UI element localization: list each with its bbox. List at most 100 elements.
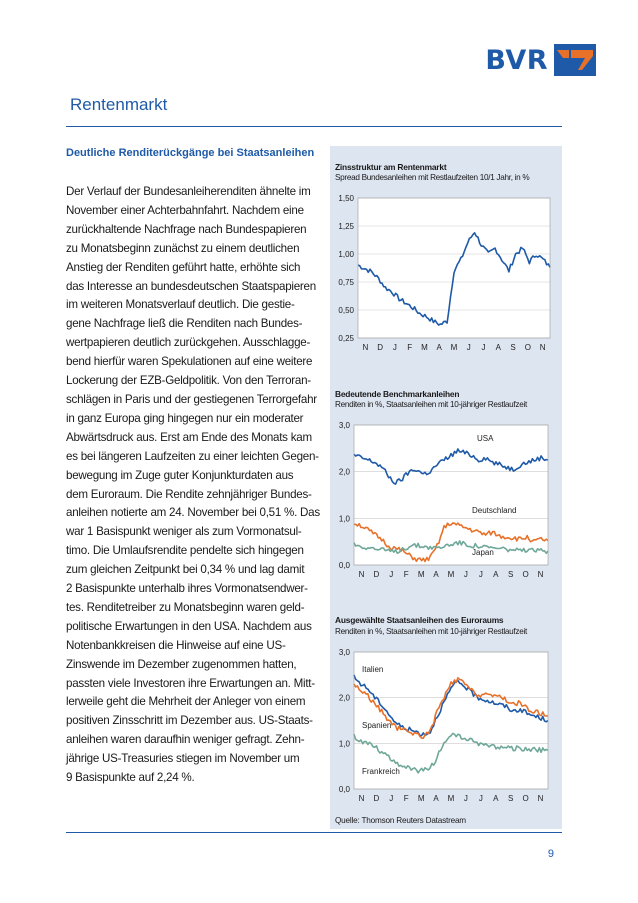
plot-border <box>357 197 551 339</box>
article-line: anleihen notierte am 24. November bei 0,… <box>66 506 320 520</box>
x-tick-label: M <box>451 343 458 352</box>
x-tick-label: N <box>538 570 544 579</box>
x-tick-label: A <box>433 794 439 803</box>
series-label: Spanien <box>362 721 391 730</box>
x-tick-label: D <box>377 343 383 352</box>
article-line: war 1 Basispunkt weniger als zum Vormona… <box>66 525 302 539</box>
x-tick-label: M <box>418 794 425 803</box>
series-line-deutschland <box>353 522 549 563</box>
header-divider <box>66 126 562 127</box>
y-tick-label: 1,50 <box>338 194 354 203</box>
y-tick-label: 0,0 <box>339 785 351 794</box>
y-tick-label: 1,0 <box>339 739 351 748</box>
article-line: zum gleichen Zeitpunkt bei 0,34 % und la… <box>66 563 305 577</box>
y-tick-label: 0,25 <box>338 334 354 343</box>
x-tick-label: D <box>373 794 379 803</box>
x-tick-label: F <box>407 343 412 352</box>
article-line: zu Monatsbeginn zunächst zu einem deutli… <box>66 241 300 255</box>
series-line-usa <box>353 448 549 485</box>
chart1-title: Zinsstruktur am Rentenmarkt <box>335 162 447 172</box>
plot-area <box>354 425 548 565</box>
x-tick-label: O <box>525 343 531 352</box>
bvr-logo-mark-icon <box>554 44 596 76</box>
x-tick-label: M <box>421 343 428 352</box>
series-line-italien <box>353 674 549 737</box>
x-tick-label: A <box>496 343 502 352</box>
x-tick-label: A <box>493 794 499 803</box>
article-line: Anstieg der Renditen geführt hatte, erhö… <box>66 260 301 274</box>
x-tick-label: S <box>510 343 515 352</box>
article-line: lerweile geht die Mehrheit der Anleger v… <box>66 695 306 709</box>
x-tick-label: N <box>359 794 365 803</box>
series-label: Deutschland <box>472 506 516 515</box>
x-tick-label: N <box>359 570 365 579</box>
x-tick-label: J <box>479 570 483 579</box>
x-tick-label: J <box>464 570 468 579</box>
series-label: Frankreich <box>362 767 400 776</box>
footer-divider <box>66 832 562 833</box>
chart1-subtitle: Spread Bundesanleihen mit Restlaufzeiten… <box>335 173 530 182</box>
x-tick-label: N <box>538 794 544 803</box>
article-line: in ganz Europa ging hingegen nur ein mod… <box>66 411 304 425</box>
series-label: Japan <box>472 548 494 557</box>
article-line: 9 Basispunkte auf 2,24 %. <box>66 771 195 785</box>
article-line: Abwärtsdruck aus. Erst am Ende des Monat… <box>66 430 312 444</box>
y-tick-label: 2,0 <box>339 694 351 703</box>
article-line: Notenbankkreisen die Hinweise auf eine U… <box>66 638 286 652</box>
plot-border <box>353 424 549 566</box>
chart-zinsstruktur: 1,501,251,000,750,500,25N D J F M A M J J A S O N <box>338 194 551 352</box>
article-line: positiven Zinsschritt im Dezember aus. U… <box>66 714 313 728</box>
series-label: USA <box>477 434 494 443</box>
article-line: dem Euroraum. Die Rendite zehnjähriger B… <box>66 487 312 501</box>
article-line: bewegung im Zuge guter Konjunkturdaten a… <box>66 468 294 482</box>
x-tick-label: J <box>482 343 486 352</box>
article-line: gene Nachfrage ließ die Renditen nach Bu… <box>66 317 303 331</box>
y-tick-label: 1,0 <box>339 514 351 523</box>
article-line: November einer Achterbahnfahrt. Nachdem … <box>66 203 304 217</box>
y-tick-label: 0,50 <box>338 306 354 315</box>
article-heading: Deutliche Renditerückgänge bei Staatsanl… <box>66 147 315 159</box>
x-tick-label: J <box>389 794 393 803</box>
x-tick-label: J <box>464 794 468 803</box>
chart3-subtitle: Renditen in %, Staatsanleihen mit 10-jäh… <box>335 627 527 636</box>
logo-text: BVR <box>485 44 548 76</box>
article-line: im weiteren Monatsverlauf deutlich. Die … <box>66 298 295 312</box>
article-line: timo. Die Umlaufsrendite pendelte sich h… <box>66 544 304 558</box>
article: Deutliche Renditerückgänge bei Staatsanl… <box>66 146 320 788</box>
x-tick-label: M <box>418 570 425 579</box>
series-line-japan <box>353 540 549 555</box>
x-tick-label: S <box>508 794 513 803</box>
article-line: zurückhaltende Nachfrage nach Bundespapi… <box>66 222 307 236</box>
x-tick-label: N <box>540 343 546 352</box>
series-line-spread <box>357 231 551 326</box>
article-line: jährige US-Treasuries stiegen im Novembe… <box>66 752 300 766</box>
section-title: Rentenmarkt <box>70 95 168 114</box>
article-line: anleihen waren daraufhin weniger gefragt… <box>66 733 305 747</box>
x-tick-label: A <box>433 570 439 579</box>
x-tick-label: J <box>389 570 393 579</box>
plot-border <box>353 651 549 790</box>
x-tick-label: O <box>522 570 528 579</box>
series-label: Italien <box>362 665 383 674</box>
article-line: wertpapieren deutlich zurückgehen. Aussc… <box>66 336 311 350</box>
article-line: passten viele Investoren ihre Erwartunge… <box>66 676 315 690</box>
x-tick-label: M <box>448 794 455 803</box>
article-line: politische Erwartungen in den USA. Nachd… <box>66 619 312 633</box>
chart2-subtitle: Renditen in %, Staatsanleihen mit 10-jäh… <box>335 400 527 409</box>
x-tick-label: J <box>467 343 471 352</box>
chart2-title: Bedeutende Benchmarkanleihen <box>335 389 460 399</box>
bvr-logo: BVR <box>485 44 596 76</box>
article-line: Zinswende im Dezember zugenommen hatten, <box>66 657 297 671</box>
plot-area <box>358 198 550 338</box>
y-tick-label: 1,25 <box>338 222 354 231</box>
x-tick-label: A <box>437 343 443 352</box>
y-tick-label: 0,0 <box>339 561 351 570</box>
x-tick-label: D <box>373 570 379 579</box>
article-line: schlägen in Paris und der gestiegenen Te… <box>66 392 317 406</box>
x-tick-label: S <box>508 570 513 579</box>
x-tick-label: N <box>362 343 368 352</box>
article-line: bend hierfür waren Spekulationen auf ein… <box>66 355 313 369</box>
x-tick-label: M <box>448 570 455 579</box>
article-line: Der Verlauf der Bundesanleiherenditen äh… <box>66 185 311 198</box>
x-tick-label: O <box>522 794 528 803</box>
